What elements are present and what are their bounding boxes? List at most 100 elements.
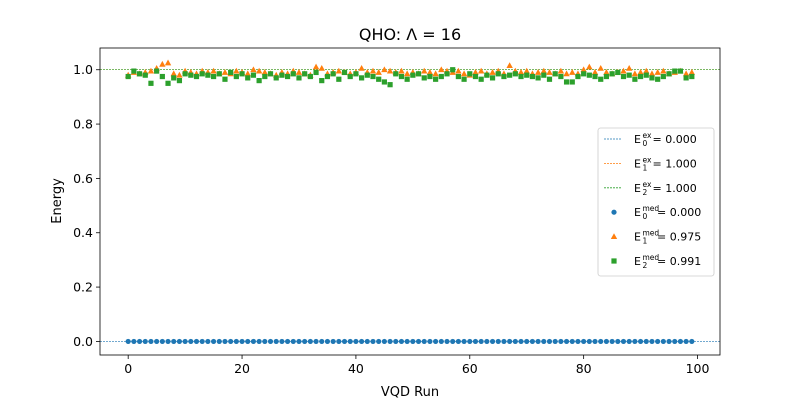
point-e2-run-7 — [165, 80, 171, 86]
point-e0-run-55 — [438, 338, 444, 345]
point-e0-run-13 — [199, 338, 205, 345]
point-e2-run-97 — [677, 68, 684, 74]
point-e1-run-41 — [358, 64, 365, 71]
point-e0-run-84 — [603, 338, 610, 345]
point-e0-run-77 — [563, 338, 570, 345]
point-e2-run-65 — [495, 71, 501, 77]
point-e1-run-90 — [637, 69, 644, 75]
point-e0-run-56 — [444, 338, 450, 345]
plot-area — [100, 59, 720, 345]
point-e0-run-79 — [575, 338, 581, 345]
point-e2-run-46 — [387, 82, 393, 88]
point-e2-run-53 — [427, 73, 433, 80]
point-e2-run-54 — [433, 76, 439, 82]
point-e2-run-47 — [393, 71, 399, 77]
point-e0-run-57 — [450, 338, 456, 345]
point-e1-run-69 — [517, 69, 525, 75]
legend-label-e1-med: E — [634, 231, 641, 244]
point-e2-run-24 — [262, 73, 268, 80]
point-e1-run-43 — [369, 67, 377, 74]
point-e2-run-14 — [205, 72, 211, 78]
point-e0-run-44 — [376, 338, 382, 345]
point-e2-run-50 — [410, 72, 416, 78]
legend-label-sup-e2-ex: ex — [643, 180, 652, 189]
point-e2-run-52 — [421, 75, 427, 81]
point-e0-run-52 — [421, 338, 427, 345]
point-e0-run-80 — [581, 338, 587, 345]
point-e0-run-66 — [501, 338, 507, 345]
point-e0-run-59 — [461, 338, 467, 345]
point-e1-run-15 — [210, 67, 217, 74]
point-e0-run-92 — [649, 338, 655, 345]
y-tick-label: 0.4 — [73, 225, 93, 240]
point-e1-run-74 — [546, 69, 553, 75]
point-e2-run-74 — [546, 76, 553, 82]
point-e0-run-81 — [586, 338, 592, 345]
legend-label-sub-e2-ex: 2 — [643, 188, 648, 197]
point-e2-run-1 — [131, 68, 137, 74]
point-e1-run-54 — [432, 70, 439, 77]
point-e0-run-23 — [256, 338, 262, 345]
point-e0-run-82 — [592, 338, 598, 345]
point-e0-run-89 — [632, 338, 638, 345]
legend-label-e1-ex: E — [634, 157, 641, 170]
y-tick-label: 0.0 — [73, 334, 93, 349]
point-e2-run-25 — [267, 71, 274, 77]
point-e0-run-43 — [370, 338, 376, 345]
legend-label-sup-e2-med: med — [643, 253, 660, 262]
point-e1-run-22 — [250, 66, 257, 73]
point-e0-run-1 — [131, 338, 137, 345]
point-e1-run-94 — [660, 67, 667, 74]
point-e2-run-36 — [330, 71, 336, 77]
point-e2-run-27 — [279, 72, 285, 78]
point-e1-run-44 — [375, 69, 382, 75]
point-e2-run-81 — [586, 72, 592, 78]
point-e0-run-22 — [250, 338, 257, 345]
point-e2-run-93 — [655, 76, 661, 82]
point-e1-run-99 — [688, 69, 696, 75]
point-e0-run-16 — [216, 338, 222, 345]
point-e0-run-10 — [182, 338, 188, 345]
point-e2-run-8 — [171, 75, 177, 81]
point-e1-run-80 — [580, 66, 587, 73]
point-e2-run-90 — [637, 73, 644, 80]
point-e2-run-10 — [182, 71, 188, 77]
point-e2-run-20 — [239, 71, 245, 77]
point-e1-run-70 — [523, 67, 530, 74]
point-e1-run-8 — [170, 70, 177, 77]
point-e2-run-39 — [347, 73, 353, 80]
legend-label-sub-e1-ex: 1 — [643, 163, 648, 172]
point-e0-run-51 — [415, 338, 422, 345]
point-e2-run-94 — [660, 73, 666, 80]
point-e2-run-83 — [598, 76, 604, 82]
point-e0-run-42 — [364, 338, 370, 345]
point-e0-run-12 — [193, 338, 200, 345]
y-axis: 0.0 0.2 0.4 0.6 0.8 1.0 — [73, 62, 100, 349]
point-e0-run-36 — [330, 338, 336, 345]
point-e0-run-9 — [176, 338, 183, 345]
point-e2-run-51 — [415, 71, 422, 77]
point-e1-run-23 — [255, 67, 263, 74]
point-e2-run-61 — [472, 73, 479, 80]
point-e0-run-99 — [689, 338, 695, 345]
point-e2-run-63 — [484, 72, 490, 78]
point-e2-run-71 — [529, 73, 536, 80]
point-e0-run-96 — [672, 338, 678, 345]
point-e0-run-7 — [165, 338, 171, 345]
point-e1-run-83 — [597, 64, 604, 71]
point-e2-run-11 — [188, 72, 194, 78]
point-e2-run-26 — [273, 75, 279, 81]
point-e2-run-4 — [148, 80, 154, 86]
point-e0-run-41 — [359, 338, 365, 345]
point-e0-run-6 — [159, 338, 165, 345]
point-e2-run-60 — [467, 71, 473, 77]
point-e0-run-28 — [284, 338, 291, 345]
legend-label-e0-med: E — [634, 206, 641, 219]
point-e2-run-85 — [609, 71, 615, 77]
y-axis-label: Energy — [50, 178, 65, 224]
point-e2-run-64 — [489, 75, 496, 81]
point-e2-run-70 — [524, 72, 530, 78]
point-e2-run-0 — [125, 73, 131, 80]
point-e1-run-6 — [159, 60, 166, 67]
